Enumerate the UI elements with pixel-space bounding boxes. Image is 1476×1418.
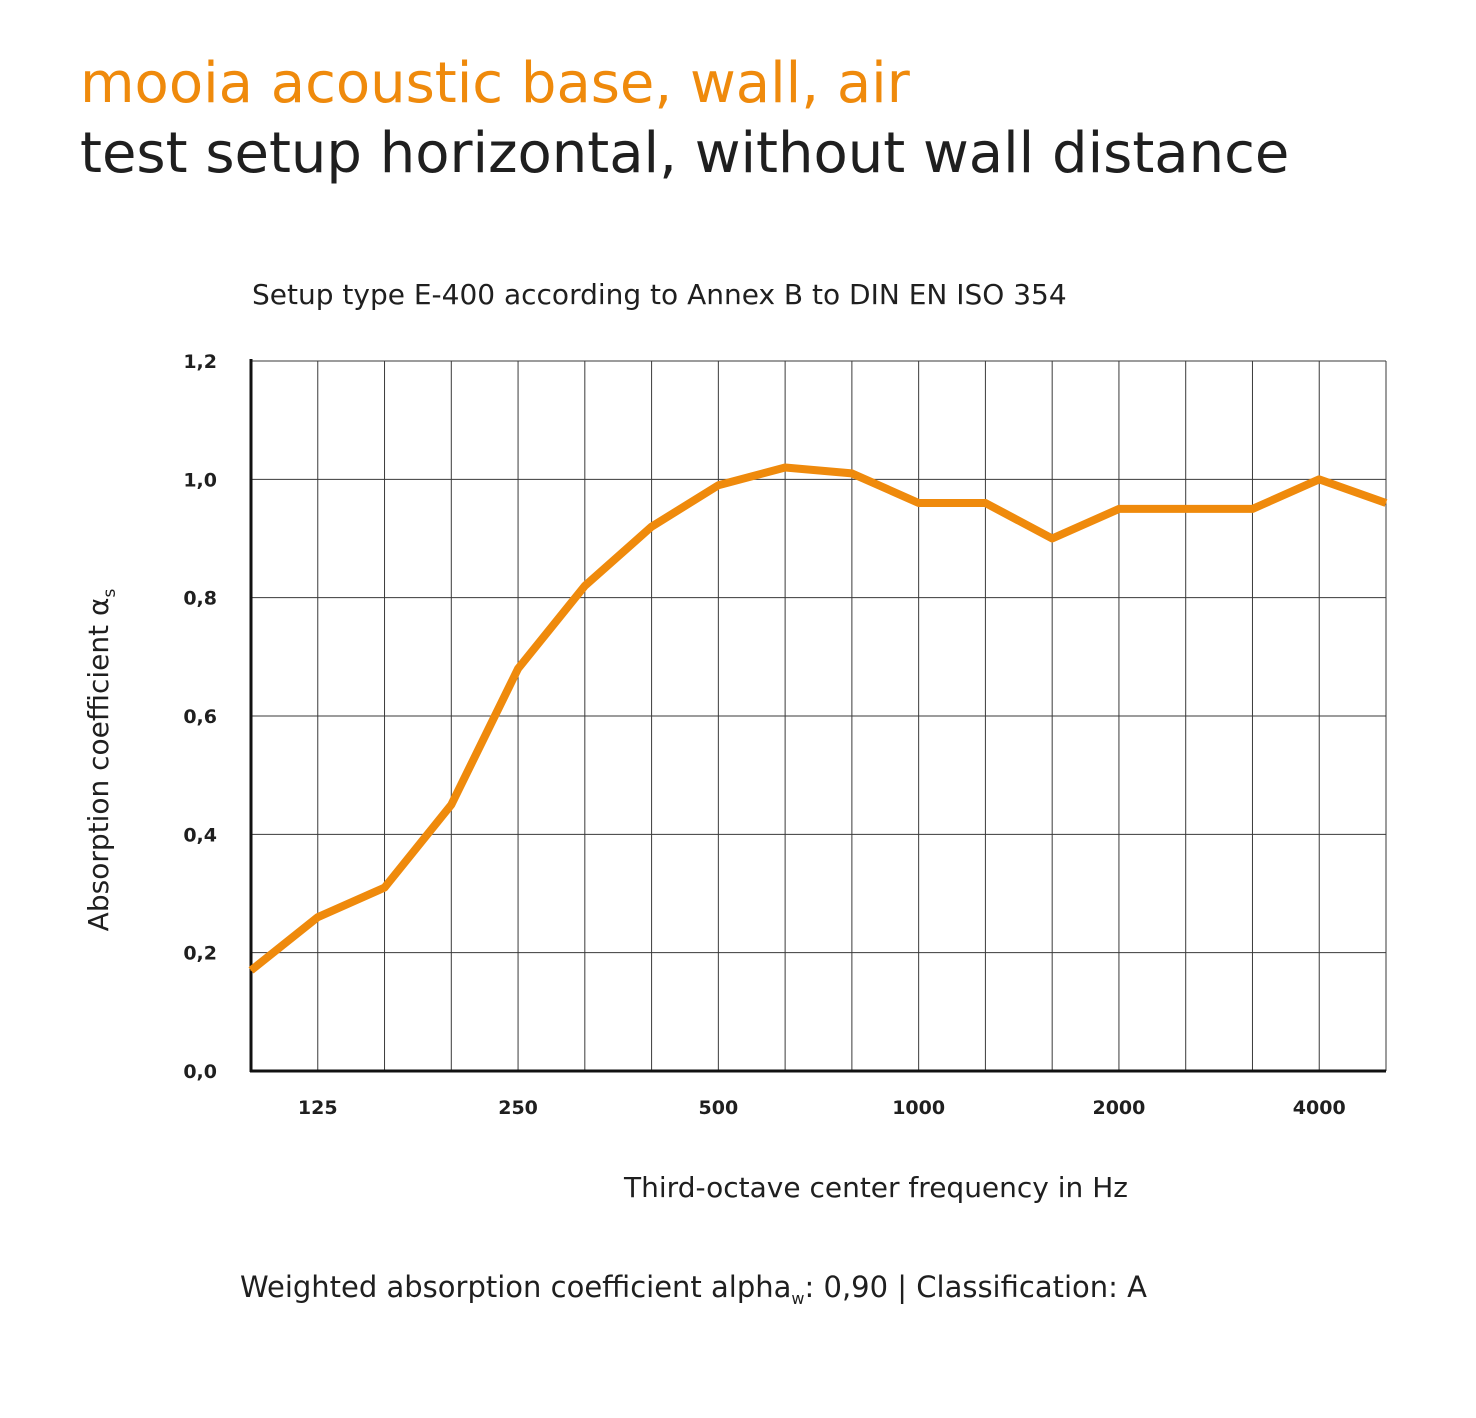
data-point bbox=[851, 472, 853, 474]
data-point bbox=[384, 887, 386, 889]
data-point bbox=[1185, 508, 1187, 510]
data-point bbox=[584, 585, 586, 587]
data-point bbox=[651, 526, 653, 528]
page-title: mooia acoustic base, wall, air bbox=[80, 51, 910, 116]
footer-text: Weighted absorption coefficient alpha bbox=[240, 1270, 792, 1304]
data-point bbox=[250, 969, 252, 971]
data-point bbox=[1118, 508, 1120, 510]
series-layer bbox=[248, 463, 1388, 974]
y-axis-title-text: Absorption coefficient α bbox=[82, 598, 115, 932]
data-point bbox=[784, 467, 786, 468]
y-axis-title: Absorption coefficient αs bbox=[82, 589, 120, 932]
y-tick-label: 1,0 bbox=[183, 469, 217, 491]
x-tick-label: 1000 bbox=[892, 1097, 945, 1119]
x-tick-label: 125 bbox=[298, 1097, 338, 1119]
series-line bbox=[248, 463, 1388, 974]
chart-axes bbox=[249, 359, 1386, 1073]
footer-subscript: w bbox=[791, 1288, 805, 1308]
data-point bbox=[1385, 502, 1387, 504]
data-point bbox=[1251, 508, 1253, 510]
data-point bbox=[450, 804, 452, 806]
data-point bbox=[317, 916, 319, 918]
y-tick-label: 0,0 bbox=[183, 1061, 217, 1083]
chart-title: Setup type E-400 according to Annex B to… bbox=[252, 278, 1067, 311]
y-tick-label: 0,2 bbox=[183, 943, 217, 965]
grid-lines bbox=[251, 360, 1387, 1071]
data-point bbox=[517, 668, 519, 670]
y-axis-title-subscript: s bbox=[100, 589, 120, 598]
data-point bbox=[918, 502, 920, 504]
footer-value: : 0,90 | Classification: A bbox=[804, 1270, 1147, 1304]
data-point bbox=[1051, 538, 1053, 539]
y-tick-labels: 0,0 0,2 0,4 0,6 0,8 1,0 1,2 bbox=[183, 351, 217, 1083]
data-point bbox=[717, 484, 719, 486]
x-tick-labels: 125 250 500 1000 2000 4000 bbox=[298, 1097, 1346, 1119]
x-axis-title: Third-octave center frequency in Hz bbox=[623, 1171, 1128, 1204]
x-tick-label: 2000 bbox=[1092, 1097, 1145, 1119]
y-tick-label: 1,2 bbox=[183, 351, 217, 373]
x-tick-label: 500 bbox=[699, 1097, 739, 1119]
y-tick-label: 0,6 bbox=[183, 706, 217, 728]
y-tick-label: 0,8 bbox=[183, 588, 217, 610]
x-tick-label: 250 bbox=[498, 1097, 538, 1119]
data-point bbox=[984, 502, 986, 504]
data-point bbox=[1318, 478, 1320, 480]
weighted-coefficient-note: Weighted absorption coefficient alphaw: … bbox=[240, 1270, 1147, 1308]
x-tick-label: 4000 bbox=[1293, 1097, 1346, 1119]
page-subtitle: test setup horizontal, without wall dist… bbox=[80, 121, 1290, 186]
y-tick-label: 0,4 bbox=[183, 824, 217, 846]
